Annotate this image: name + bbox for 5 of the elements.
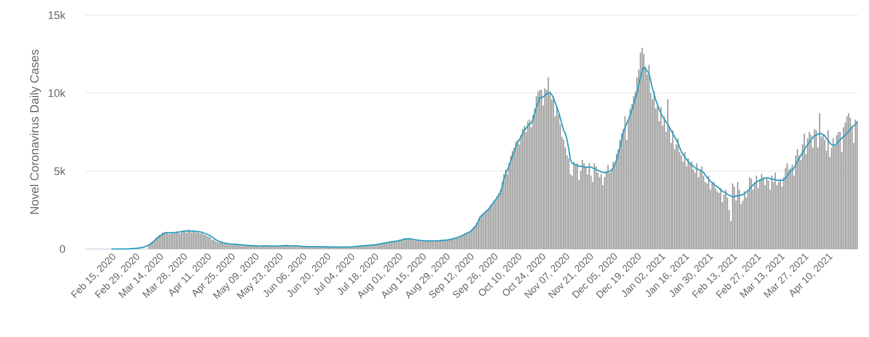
y-tick-label: 10k: [48, 88, 66, 98]
y-tick-label: 5k: [54, 166, 66, 176]
y-tick-label: 15k: [48, 10, 66, 20]
y-axis-title: Novel Coronavirus Daily Cases: [30, 50, 41, 214]
y-tick-label: 0: [60, 245, 66, 253]
